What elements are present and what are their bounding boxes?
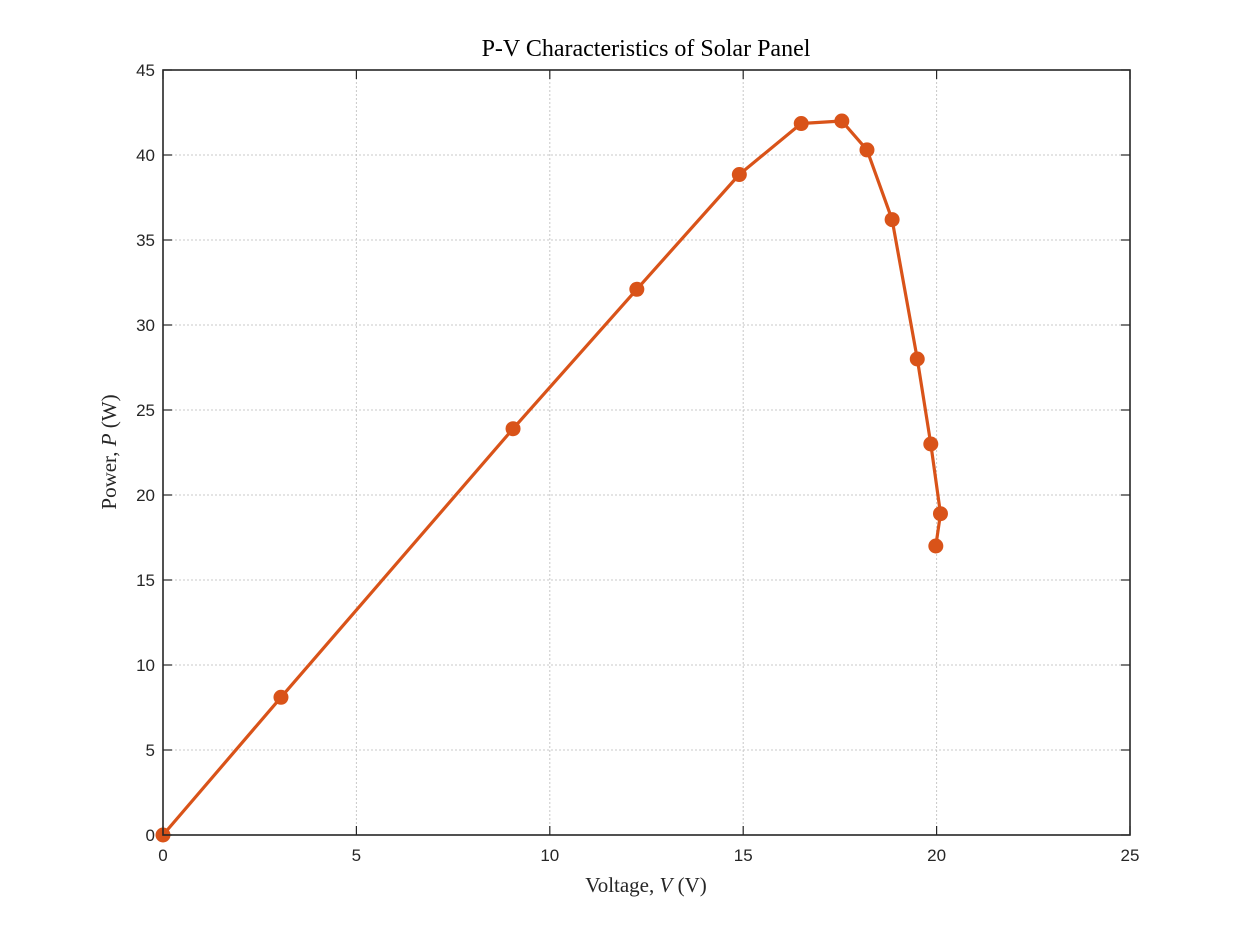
y-tick-label: 45 — [136, 61, 155, 80]
data-point — [884, 212, 900, 228]
chart-title: P-V Characteristics of Solar Panel — [482, 36, 811, 62]
y-tick-labels: 0 5 10 15 20 25 30 35 40 45 — [136, 61, 155, 845]
y-tick-label: 40 — [136, 146, 155, 165]
x-tick-label: 10 — [540, 846, 559, 865]
data-point — [932, 506, 948, 522]
series-line — [161, 119, 943, 837]
data-point — [909, 351, 925, 367]
x-tick-label: 0 — [158, 846, 167, 865]
data-point — [923, 436, 939, 452]
x-tick-label: 5 — [352, 846, 361, 865]
y-tick-label: 0 — [146, 826, 155, 845]
data-point — [273, 689, 289, 705]
y-tick-label: 5 — [146, 741, 155, 760]
plot-frame — [162, 69, 1131, 836]
data-point — [859, 142, 875, 158]
data-series — [155, 113, 948, 843]
y-tick-label: 35 — [136, 231, 155, 250]
data-point — [834, 113, 850, 129]
y-axis-label: Power, P (W) — [97, 394, 121, 509]
data-point — [629, 281, 645, 297]
data-point — [505, 421, 521, 437]
y-tick-label: 20 — [136, 486, 155, 505]
x-tick-label: 25 — [1121, 846, 1140, 865]
data-point — [928, 538, 944, 554]
x-tick-label: 15 — [734, 846, 753, 865]
data-point — [731, 167, 747, 183]
axis-ticks — [162, 69, 1131, 836]
y-tick-label: 15 — [136, 571, 155, 590]
x-tick-label: 20 — [927, 846, 946, 865]
x-tick-labels: 0 5 10 15 20 25 — [158, 846, 1139, 865]
y-tick-label: 30 — [136, 316, 155, 335]
x-axis-label: Voltage, V (V) — [585, 873, 707, 897]
y-tick-label: 10 — [136, 656, 155, 675]
grid-lines — [163, 70, 1130, 835]
data-point — [793, 116, 809, 132]
y-tick-label: 25 — [136, 401, 155, 420]
